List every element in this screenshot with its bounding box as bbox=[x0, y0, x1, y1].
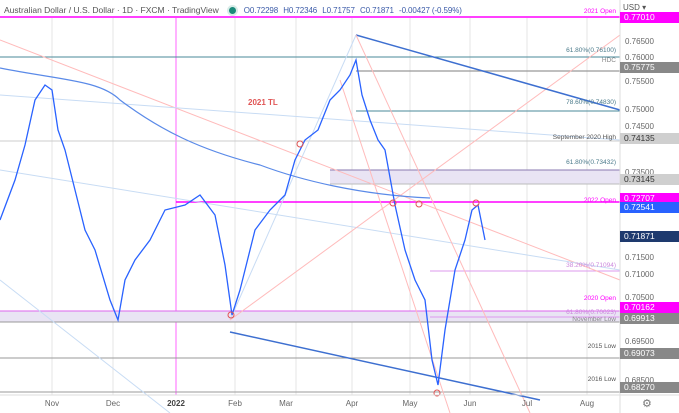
zone-073432 bbox=[330, 170, 620, 184]
level-label: 2015 Low bbox=[587, 343, 616, 350]
price-tag: 0.71871 bbox=[620, 231, 679, 242]
settings-gear-icon[interactable]: ⚙ bbox=[642, 398, 652, 410]
axis-tick: 0.69500 bbox=[625, 337, 654, 346]
price-tag: 0.69073 bbox=[620, 348, 679, 359]
price-tag: 0.75775 bbox=[620, 62, 679, 73]
axis-tick: 0.71000 bbox=[625, 270, 654, 279]
date-tick: Mar bbox=[279, 399, 293, 408]
axis-tick: 0.75000 bbox=[625, 105, 654, 114]
level-label: 61.80%(0.70023) bbox=[566, 309, 616, 316]
date-tick: Feb bbox=[228, 399, 242, 408]
level-label: September 2020 High bbox=[552, 134, 616, 141]
price-tag: 0.68270 bbox=[620, 382, 679, 393]
price-tag: 0.69913 bbox=[620, 313, 679, 324]
trendline-label: 2021 TL bbox=[248, 98, 278, 107]
axis-tick: 0.74500 bbox=[625, 122, 654, 131]
date-tick: 2022 bbox=[167, 399, 185, 408]
symbol-title: Australian Dollar / U.S. Dollar · 1D · F… bbox=[4, 5, 219, 15]
axis-tick: 0.73500 bbox=[625, 168, 654, 177]
axis-tick: 0.70500 bbox=[625, 293, 654, 302]
change-value: -0.00427 (-0.59%) bbox=[399, 5, 462, 15]
market-status-icon bbox=[228, 6, 236, 14]
chart-header: Australian Dollar / U.S. Dollar · 1D · F… bbox=[4, 3, 465, 17]
price-tag: 0.70162 bbox=[620, 302, 679, 313]
level-label: 2021 Open bbox=[583, 8, 616, 15]
date-tick: May bbox=[402, 399, 418, 408]
axis-tick: 0.71500 bbox=[625, 253, 654, 262]
axis-tick: 0.76500 bbox=[625, 37, 654, 46]
price-tag: 0.74135 bbox=[620, 133, 679, 144]
date-tick: Jul bbox=[521, 399, 533, 408]
date-tick: Jun bbox=[463, 399, 477, 408]
level-label: November Low bbox=[572, 316, 616, 323]
currency-label: USD bbox=[623, 3, 640, 12]
low-value: L0.71757 bbox=[322, 5, 355, 15]
level-label: 61.80%(0.73432) bbox=[566, 159, 616, 166]
currency-selector[interactable]: USD ▾ bbox=[623, 3, 647, 12]
high-value: H0.72346 bbox=[283, 5, 318, 15]
price-tag: 0.77010 bbox=[620, 12, 679, 23]
ohlc-values: O0.72298 H0.72346 L0.71757 C0.71871 -0.0… bbox=[244, 6, 465, 15]
level-label: 2022 Open bbox=[583, 197, 616, 204]
level-label: 2020 Open bbox=[583, 295, 616, 302]
date-tick: Aug bbox=[579, 399, 595, 408]
level-label: 38.20%(0.71094) bbox=[566, 262, 616, 269]
level-label: HDC bbox=[601, 57, 616, 64]
open-value: O0.72298 bbox=[243, 5, 279, 15]
price-tag: 0.72707 bbox=[620, 193, 679, 204]
axis-tick: 0.76000 bbox=[625, 53, 654, 62]
date-tick: Nov bbox=[44, 399, 60, 408]
price-tag: 0.73145 bbox=[620, 174, 679, 185]
axis-tick: 0.75500 bbox=[625, 77, 654, 86]
price-tag: 0.72541 bbox=[620, 202, 679, 213]
level-label: 78.60%(0.74830) bbox=[566, 99, 616, 106]
date-tick: Dec bbox=[105, 399, 121, 408]
axis-tick: 0.68500 bbox=[625, 376, 654, 385]
date-tick: Apr bbox=[345, 399, 359, 408]
level-label: 61.80%(0.76100) bbox=[566, 47, 616, 54]
level-label: 2016 Low bbox=[587, 376, 616, 383]
zone-070023 bbox=[0, 311, 620, 322]
close-value: C0.71871 bbox=[359, 5, 394, 15]
